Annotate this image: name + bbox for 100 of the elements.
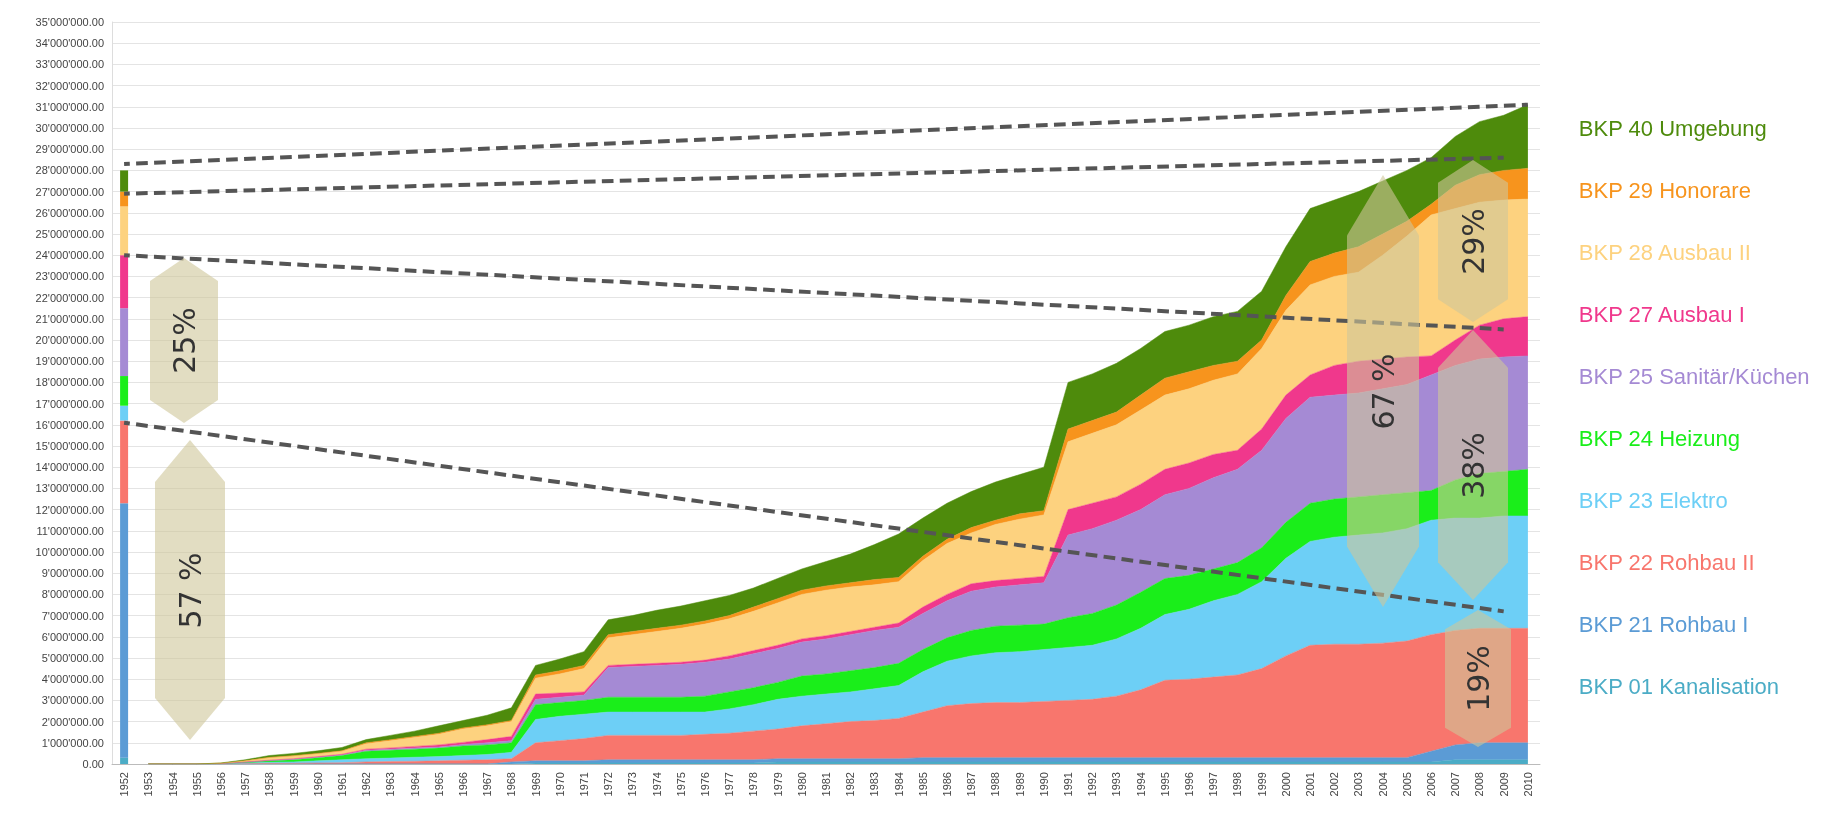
- y-tick-label: 29'000'000.00: [35, 143, 104, 156]
- y-tick-label: 8'000'000.00: [41, 588, 104, 601]
- y-tick-label: 26'000'000.00: [35, 206, 104, 219]
- y-tick-label: 12'000'000.00: [35, 503, 104, 516]
- x-tick-label: 2010: [1521, 772, 1534, 797]
- x-tick-label: 2009: [1497, 772, 1510, 797]
- x-tick-label: 1974: [650, 772, 663, 797]
- x-tick-label: 1988: [989, 772, 1002, 797]
- text: BKP 23 Elektro: [1578, 487, 1728, 513]
- y-tick-label: 31'000'000.00: [35, 100, 104, 113]
- x-tick-label: 1976: [698, 772, 711, 797]
- x-tick-label: 1972: [602, 772, 615, 797]
- y-tick-label: 20'000'000.00: [35, 334, 104, 346]
- x-tick-label: 1978: [747, 772, 760, 797]
- y-tick-label: 27'000'000.00: [35, 185, 104, 198]
- y-tick-label: 4'000'000.00: [41, 673, 104, 686]
- x-tick-label: 1969: [529, 772, 542, 797]
- x-tick-label: 1987: [965, 772, 978, 797]
- y-tick-label: 15'000'000.00: [35, 440, 104, 452]
- x-tick-label: 2006: [1425, 772, 1438, 797]
- x-tick-label: 1958: [263, 772, 276, 797]
- y-tick-label: 33'000'000.00: [35, 58, 104, 71]
- text: BKP 25 Sanitär/Küchen: [1578, 363, 1810, 389]
- x-tick-label: 1955: [190, 772, 203, 797]
- y-tick-label: 23'000'000.00: [35, 270, 104, 283]
- x-tick-label: 1965: [432, 772, 445, 797]
- x-tick-label: 1968: [505, 772, 518, 797]
- annotation: 29%: [1455, 207, 1491, 275]
- x-tick-label: 1953: [142, 772, 155, 797]
- x-tick-label: 1980: [795, 772, 808, 797]
- y-tick-label: 2'000'000.00: [41, 715, 104, 728]
- x-tick-label: 1977: [723, 772, 736, 797]
- text: BKP 29 Honorare: [1578, 177, 1751, 203]
- x-tick-label: 1957: [239, 772, 252, 797]
- y-tick-label: 32'000'000.00: [35, 79, 104, 92]
- x-tick-label: 1971: [577, 772, 590, 797]
- x-tick-label: 1983: [868, 772, 881, 797]
- x-tick-label: 2002: [1328, 772, 1341, 797]
- y-tick-label: 9'000'000.00: [41, 567, 104, 580]
- annotation: 19%: [1460, 645, 1496, 712]
- text: BKP 01 Kanalisation: [1578, 673, 1780, 699]
- x-tick-label: 1964: [408, 772, 421, 797]
- x-tick-label: 2007: [1449, 772, 1462, 797]
- y-tick-label: 6'000'000.00: [41, 630, 104, 643]
- y-tick-label: 14'000'000.00: [35, 461, 104, 474]
- text: BKP 27 Ausbau I: [1578, 301, 1745, 327]
- annotation: 57 %: [172, 551, 208, 629]
- x-tick-label: 1985: [916, 772, 929, 797]
- x-tick-label: 1956: [214, 772, 227, 797]
- text: BKP 21 Rohbau I: [1578, 611, 1749, 637]
- y-tick-label: 21'000'000.00: [35, 312, 104, 325]
- x-tick-label: 1952: [118, 772, 131, 797]
- annotation: 38%: [1455, 431, 1491, 499]
- y-tick-label: 7'000'000.00: [41, 609, 104, 622]
- text: BKP 22 Rohbau II: [1578, 549, 1755, 575]
- y-tick-label: 24'000'000.00: [35, 249, 104, 262]
- y-tick-label: 35'000'000.00: [35, 16, 104, 28]
- x-tick-label: 1981: [820, 772, 832, 797]
- y-tick-label: 11'000'000.00: [36, 524, 104, 537]
- y-tick-label: 1'000'000.00: [41, 736, 104, 749]
- x-tick-label: 1982: [844, 772, 857, 797]
- x-tick-label: 1996: [1183, 772, 1196, 797]
- annotation: 25%: [166, 307, 202, 374]
- x-tick-label: 1960: [311, 772, 324, 797]
- x-tick-label: 1984: [892, 772, 905, 797]
- x-tick-label: 2003: [1352, 772, 1365, 797]
- x-tick-label: 1967: [481, 772, 494, 797]
- x-tick-label: 1954: [166, 772, 179, 797]
- x-tick-label: 1975: [674, 772, 687, 797]
- annotation: 67 %: [1365, 352, 1401, 430]
- x-tick-label: 1973: [626, 772, 639, 797]
- y-tick-label: 30'000'000.00: [35, 122, 104, 134]
- x-tick-label: 2001: [1304, 772, 1317, 797]
- text: BKP 28 Ausbau II: [1578, 239, 1751, 265]
- x-tick-label: 1989: [1013, 772, 1026, 797]
- text: BKP 40 Umgebung: [1578, 115, 1767, 141]
- x-tick-label: 1994: [1134, 772, 1147, 797]
- y-tick-label: 19'000'000.00: [35, 355, 104, 368]
- y-tick-label: 17'000'000.00: [35, 397, 104, 410]
- y-tick-label: 10'000'000.00: [35, 546, 104, 558]
- x-tick-label: 1970: [553, 772, 566, 797]
- y-tick-label: 13'000'000.00: [35, 482, 104, 495]
- y-tick-label: 5'000'000.00: [41, 652, 104, 664]
- y-tick-label: 3'000'000.00: [41, 694, 104, 707]
- x-tick-label: 1959: [287, 772, 300, 797]
- x-tick-label: 2008: [1473, 772, 1486, 797]
- x-tick-label: 1990: [1037, 772, 1050, 797]
- y-tick-label: 0.00: [82, 758, 104, 770]
- y-tick-label: 25'000'000.00: [35, 228, 104, 240]
- y-tick-label: 28'000'000.00: [35, 164, 104, 177]
- x-tick-label: 1991: [1062, 772, 1075, 797]
- y-tick-label: 18'000'000.00: [35, 376, 104, 389]
- x-tick-label: 2005: [1400, 772, 1413, 797]
- text: BKP 24 Heizung: [1578, 425, 1740, 451]
- x-tick-label: 2000: [1279, 772, 1292, 797]
- y-tick-label: 34'000'000.00: [35, 37, 104, 50]
- x-tick-label: 1966: [456, 772, 469, 797]
- x-tick-label: 1992: [1086, 772, 1099, 797]
- x-tick-label: 1979: [771, 772, 784, 797]
- x-tick-label: 1962: [360, 772, 373, 797]
